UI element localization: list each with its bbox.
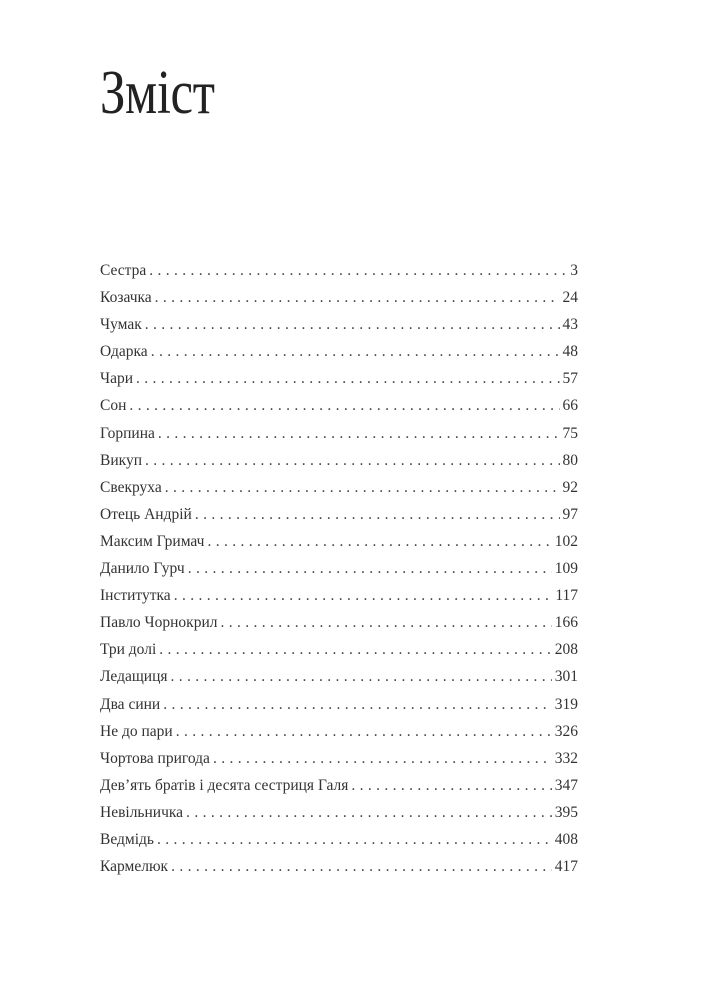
toc-entry[interactable]: Невільничка 395 <box>100 804 578 831</box>
toc-entry[interactable]: Не до пари 326 <box>100 723 578 750</box>
dot-leader <box>145 452 560 470</box>
dot-leader <box>145 316 560 334</box>
toc-entry-page: 117 <box>555 587 578 605</box>
dot-leader <box>195 506 560 524</box>
toc-entry-page: 408 <box>554 830 578 848</box>
toc-entry-page: 347 <box>554 776 578 794</box>
toc-entry-title: Ледащиця <box>100 668 168 686</box>
toc-entry-title: Три долі <box>100 641 157 659</box>
toc-entry[interactable]: Свекруха 92 <box>100 479 578 506</box>
toc-entry-title: Сон <box>100 397 127 415</box>
toc-entry[interactable]: Два сини 319 <box>100 696 578 723</box>
toc-entry-title: Чумак <box>100 316 142 334</box>
toc-entry-page: 92 <box>562 478 579 496</box>
toc-entry-page: 208 <box>554 641 578 659</box>
dot-leader <box>163 696 552 714</box>
toc-entry[interactable]: Козачка 24 <box>100 289 578 316</box>
toc-entry-title: Сестра <box>100 262 147 279</box>
toc-entry[interactable]: Отець Андрій 97 <box>100 506 578 533</box>
toc-entry-page: 43 <box>562 316 579 334</box>
toc-entry-page: 66 <box>562 397 579 415</box>
dot-leader <box>158 425 560 443</box>
toc-entry-title: Дев’ять братів і десята сестриця Галя <box>100 776 349 794</box>
dot-leader <box>165 479 560 497</box>
toc-entry-page: 24 <box>562 289 579 307</box>
dot-leader <box>155 289 560 307</box>
toc-entry-page: 75 <box>562 424 579 442</box>
dot-leader <box>351 777 551 795</box>
toc-entry[interactable]: Сон 66 <box>100 397 578 424</box>
toc-entry-title: Невільничка <box>100 803 184 821</box>
toc-entry-title: Кармелюк <box>100 858 169 876</box>
dot-leader <box>171 668 552 686</box>
toc-entry-page: 301 <box>554 668 578 686</box>
toc-entry-title: Викуп <box>100 451 142 469</box>
table-of-contents: Сестра 3 Козачка 24 Чумак 43 Одарка 48 Чари 57 Сон… <box>100 262 578 885</box>
toc-entry[interactable]: Ведмідь 408 <box>100 831 578 858</box>
toc-entry[interactable]: Горпина 75 <box>100 425 578 452</box>
dot-leader <box>176 723 552 741</box>
toc-entry-title: Одарка <box>100 343 148 361</box>
dot-leader <box>151 343 560 361</box>
toc-entry-title: Данило Гурч <box>100 560 185 578</box>
dot-leader <box>159 641 551 659</box>
toc-entry-page: 319 <box>554 695 578 713</box>
toc-entry-title: Інститутка <box>100 587 171 605</box>
toc-entry-title: Максим Гримач <box>100 532 205 550</box>
dot-leader <box>174 587 553 605</box>
dot-leader <box>129 397 559 415</box>
page-title: Зміст <box>100 59 215 127</box>
toc-entry-page: 57 <box>562 370 579 388</box>
dot-leader <box>157 831 552 849</box>
toc-entry-page: 48 <box>562 343 579 361</box>
toc-entry-page: 417 <box>554 858 578 876</box>
toc-entry[interactable]: Дев’ять братів і десята сестриця Галя 347 <box>100 777 578 804</box>
dot-leader <box>213 750 552 768</box>
toc-entry-page: 166 <box>554 614 578 632</box>
toc-entry-title: Чортова пригода <box>100 749 210 767</box>
toc-entry-title: Козачка <box>100 289 152 307</box>
toc-entry[interactable]: Максим Гримач 102 <box>100 533 578 560</box>
toc-entry[interactable]: Данило Гурч 109 <box>100 560 578 587</box>
toc-entry[interactable]: Викуп 80 <box>100 452 578 479</box>
toc-entry-title: Не до пари <box>100 722 173 740</box>
dot-leader <box>220 614 551 632</box>
toc-entry-page: 395 <box>554 803 578 821</box>
toc-entry-page: 80 <box>562 451 579 469</box>
toc-entry-page: 332 <box>554 749 578 767</box>
toc-entry-title: Павло Чорнокрил <box>100 614 218 632</box>
toc-entry-page: 97 <box>562 505 579 523</box>
toc-entry[interactable]: Чортова пригода 332 <box>100 750 578 777</box>
dot-leader <box>207 533 551 551</box>
toc-entry-page: 109 <box>554 560 578 578</box>
toc-entry-title: Горпина <box>100 424 155 442</box>
toc-entry-title: Отець Андрій <box>100 505 192 523</box>
toc-entry-page: 102 <box>554 532 578 550</box>
toc-entry[interactable]: Чумак 43 <box>100 316 578 343</box>
dot-leader <box>186 804 552 822</box>
dot-leader <box>136 370 560 388</box>
toc-entry-page: 3 <box>570 262 578 279</box>
toc-entry-page: 326 <box>554 722 578 740</box>
toc-entry[interactable]: Ледащиця 301 <box>100 668 578 695</box>
toc-entry[interactable]: Кармелюк 417 <box>100 858 578 885</box>
toc-entry-title: Два сини <box>100 695 161 713</box>
toc-entry[interactable]: Інститутка 117 <box>100 587 578 614</box>
toc-entry[interactable]: Одарка 48 <box>100 343 578 370</box>
toc-entry[interactable]: Сестра 3 <box>100 262 578 289</box>
dot-leader <box>188 560 552 578</box>
toc-entry[interactable]: Чари 57 <box>100 370 578 397</box>
toc-entry[interactable]: Павло Чорнокрил 166 <box>100 614 578 641</box>
toc-entry-title: Свекруха <box>100 478 162 496</box>
dot-leader <box>149 262 567 280</box>
dot-leader <box>171 858 552 876</box>
toc-entry-title: Ведмідь <box>100 830 154 848</box>
toc-entry-title: Чари <box>100 370 133 388</box>
toc-entry[interactable]: Три долі 208 <box>100 641 578 668</box>
